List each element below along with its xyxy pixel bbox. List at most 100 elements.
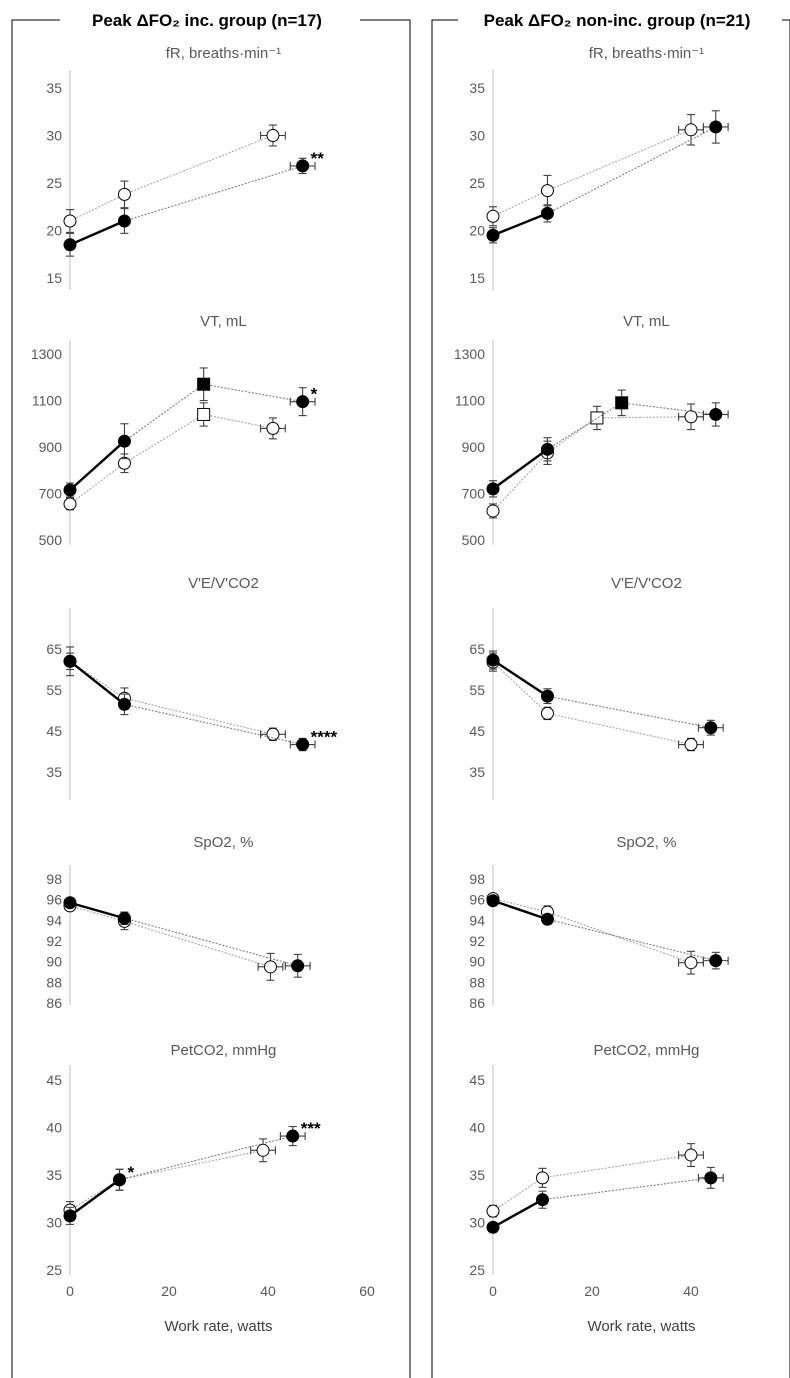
data-point-filled: [113, 1173, 126, 1187]
y-tick-label: 15: [46, 270, 62, 286]
data-point-filled: [486, 228, 500, 242]
data-point-filled: [540, 442, 554, 456]
panel-frame: [431, 19, 790, 1378]
data-point-open: [263, 960, 277, 974]
data-point-filled: [540, 206, 554, 220]
data-point-open: [684, 410, 698, 424]
data-point-open-square: [590, 411, 604, 425]
x-axis-label: Work rate, watts: [587, 1318, 695, 1335]
panel-title: VT, mL: [623, 313, 670, 330]
group-title: Peak ΔFO₂ inc. group (n=17): [92, 11, 322, 30]
significance-annotation: *: [311, 385, 318, 404]
series-line-open: [547, 417, 598, 454]
y-tick-label: 55: [469, 682, 485, 698]
series-line-filled: [124, 917, 298, 967]
series-line-open: [492, 661, 548, 714]
series-line-filled: [119, 1135, 293, 1181]
chart-panel: SpO2, % 86 88 90 92 94 96 98: [469, 834, 729, 1011]
panel-title: V'E/V'CO2: [611, 575, 682, 592]
data-point-open: [117, 187, 131, 201]
series-line-filled: [69, 901, 125, 920]
panel-title: PetCO2, mmHg: [171, 1042, 277, 1059]
significance-annotation: ***: [301, 1119, 321, 1138]
y-tick-label: 65: [46, 641, 62, 657]
data-point-filled: [704, 1171, 718, 1185]
data-point-open: [536, 1171, 549, 1185]
y-tick-label: 35: [469, 764, 485, 780]
panel-title: fR, breaths·min⁻¹: [166, 45, 281, 62]
data-point-filled: [709, 954, 723, 968]
y-tick-label: 1100: [32, 393, 62, 409]
y-tick-label: 40: [46, 1120, 62, 1136]
x-tick-label: 40: [260, 1283, 276, 1299]
chart-panel: VT, mL 500 700 900 1100 1300: [454, 313, 729, 548]
series-line-filled: [547, 695, 711, 729]
significance-annotation: ****: [311, 728, 338, 747]
y-tick-label: 700: [39, 486, 63, 502]
panel-frame: [11, 19, 411, 1378]
data-point-open: [486, 209, 500, 223]
y-tick-label: 25: [469, 1262, 485, 1278]
y-tick-label: 35: [46, 764, 62, 780]
series-line-filled: [69, 440, 126, 491]
series-line-filled: [124, 165, 303, 222]
series-line-filled: [124, 383, 204, 442]
y-tick-label: 30: [469, 128, 485, 144]
y-tick-label: 45: [46, 723, 62, 739]
data-point-filled: [536, 1193, 549, 1207]
y-tick-label: 40: [469, 1120, 485, 1136]
data-point-filled: [63, 238, 77, 252]
data-point-filled: [63, 1209, 77, 1223]
data-point-filled: [486, 894, 500, 908]
series-line-filled: [203, 383, 303, 403]
y-tick-label: 86: [469, 995, 485, 1011]
y-tick-label: 25: [469, 175, 485, 191]
y-tick-label: 15: [469, 270, 485, 286]
panel-title: SpO2, %: [616, 834, 676, 851]
series-line-open: [542, 1154, 692, 1179]
y-tick-label: 900: [39, 439, 63, 455]
series-line-filled: [492, 448, 549, 490]
series-line-open: [69, 462, 125, 505]
series-line-filled: [547, 918, 716, 962]
y-tick-label: 92: [46, 933, 62, 949]
data-point-filled-square: [197, 377, 211, 391]
data-point-filled: [286, 1129, 300, 1143]
data-point-filled: [486, 653, 500, 667]
y-tick-label: 25: [46, 175, 62, 191]
y-tick-label: 96: [469, 892, 485, 908]
chart-panel: V'E/V'CO2 35 45 55 65: [469, 575, 724, 800]
series-line-open: [69, 905, 125, 922]
data-point-filled: [117, 214, 131, 228]
series-line-open: [492, 452, 548, 512]
series-line-filled: [69, 1178, 121, 1217]
y-tick-label: 30: [46, 128, 62, 144]
series-line-filled: [492, 1198, 544, 1229]
series-line-open: [124, 413, 204, 464]
series-line-open: [547, 712, 692, 746]
panel-title: SpO2, %: [193, 834, 253, 851]
y-tick-label: 86: [46, 995, 62, 1011]
series-line-open: [492, 1177, 543, 1212]
series-line-filled: [69, 219, 125, 246]
series-line-filled: [492, 212, 548, 237]
y-tick-label: 30: [46, 1215, 62, 1231]
y-tick-label: 94: [469, 912, 485, 928]
data-point-open: [486, 504, 500, 518]
y-tick-label: 20: [469, 223, 485, 239]
data-point-filled: [540, 912, 554, 926]
series-line-filled: [492, 899, 548, 921]
series-line-open: [124, 920, 271, 968]
series-line-filled: [621, 402, 716, 415]
series-line-open: [124, 697, 274, 735]
data-point-filled: [117, 697, 131, 711]
data-point-open: [684, 123, 698, 137]
y-tick-label: 55: [46, 682, 62, 698]
y-tick-label: 1100: [455, 393, 485, 409]
series-line-open: [124, 134, 274, 195]
data-point-open: [266, 129, 280, 142]
chart-panel: SpO2, % 86 88 90 92 94 96 98: [46, 834, 311, 1011]
y-tick-label: 90: [46, 954, 62, 970]
data-point-open: [684, 956, 698, 970]
